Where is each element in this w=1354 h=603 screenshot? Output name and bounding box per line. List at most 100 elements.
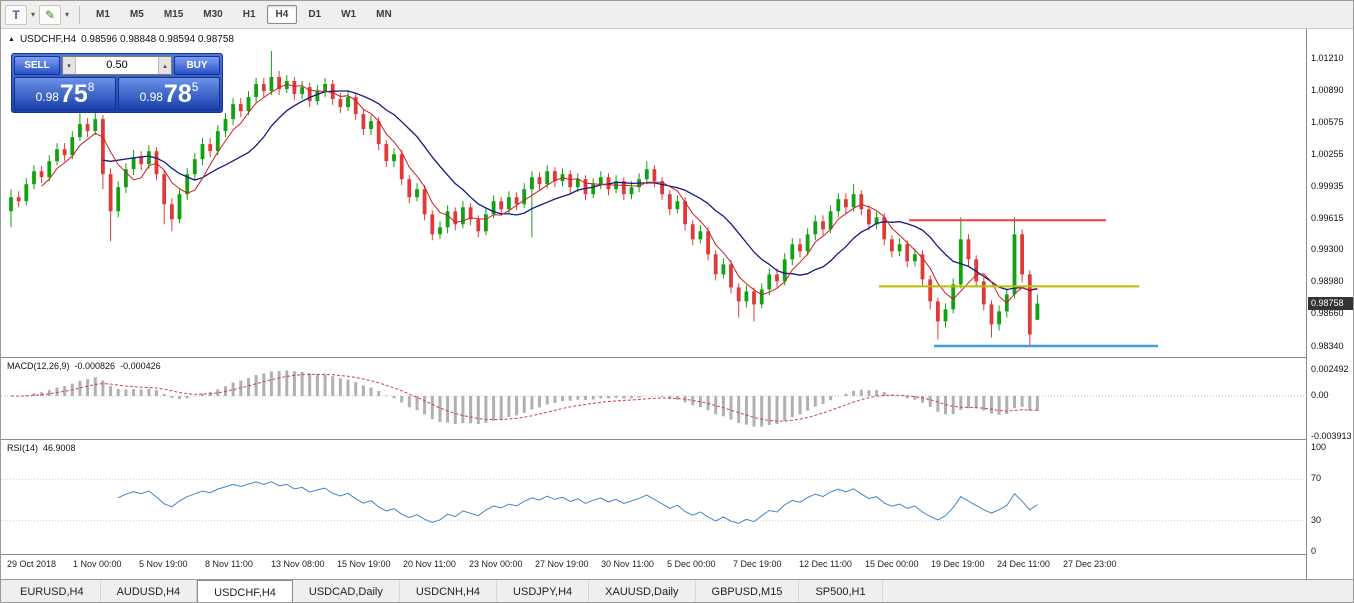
drawing-tools-button[interactable]: ✎ [39, 4, 61, 25]
rsi-pane[interactable]: RSI(14) 46.9008 [1, 439, 1306, 554]
macd-tick: 0.002492 [1311, 364, 1349, 374]
time-axis-label: 1 Nov 00:00 [73, 559, 122, 569]
chart-tab-usdcad-daily[interactable]: USDCAD,Daily [293, 580, 400, 602]
price-tick: 1.01210 [1311, 53, 1344, 63]
buy-price-button[interactable]: 0.98 78 5 [118, 77, 220, 110]
time-axis-label: 5 Dec 00:00 [667, 559, 716, 569]
timeframe-button-mn[interactable]: MN [376, 9, 392, 20]
chart-tab-sp500-h1[interactable]: SP500,H1 [799, 580, 883, 602]
timeframe-toolbar: M1 M5 M15 M30 H1 H4 D1 W1 MN [86, 5, 402, 24]
buy-button[interactable]: BUY [174, 56, 220, 75]
chart-symbol-timeframe: USDCHF,H4 [19, 34, 77, 45]
time-axis-label: 23 Nov 00:00 [469, 559, 523, 569]
timeframe-button-d1[interactable]: D1 [308, 9, 322, 20]
time-axis-label: 27 Nov 19:00 [535, 559, 589, 569]
buy-price-pips: 78 [163, 80, 192, 108]
timeframe-button-h1[interactable]: H1 [242, 9, 256, 20]
chart-area: ▲ USDCHF,H4 0.98596 0.98848 0.98594 0.98… [1, 29, 1353, 579]
time-axis-label: 8 Nov 11:00 [205, 559, 253, 569]
rsi-label: RSI(14) 46.9008 [7, 443, 76, 453]
time-axis-label: 27 Dec 23:00 [1063, 559, 1117, 569]
rsi-tick: 70 [1311, 473, 1322, 484]
macd-signal-value: -0.000426 [120, 361, 161, 371]
caret-down-icon: ▾ [67, 62, 71, 70]
sell-price-button[interactable]: 0.98 75 8 [14, 77, 116, 110]
time-axis-label: 19 Dec 19:00 [931, 559, 985, 569]
price-axis[interactable]: 1.01210 1.00890 1.00575 1.00255 0.99935 0.996… [1306, 29, 1353, 579]
volume-control: ▾ 0.50 ▴ [62, 56, 172, 75]
price-tick: 0.98340 [1311, 340, 1344, 351]
timeframe-button-h4[interactable]: H4 [266, 5, 298, 24]
time-axis-label: 5 Nov 19:00 [139, 559, 188, 569]
toolbar-separator [79, 5, 80, 24]
volume-decrease-button[interactable]: ▾ [63, 57, 76, 74]
time-axis-label: 13 Nov 08:00 [271, 559, 325, 569]
macd-name: MACD(12,26,9) [7, 361, 70, 371]
macd-pane[interactable]: MACD(12,26,9) -0.000826 -0.000426 [1, 357, 1306, 439]
macd-label: MACD(12,26,9) -0.000826 -0.000426 [7, 361, 161, 371]
price-tick: 0.98980 [1311, 276, 1344, 287]
sell-price-base: 0.98 [35, 90, 59, 104]
macd-main-value: -0.000826 [74, 361, 116, 371]
templates-button[interactable]: T [5, 4, 27, 25]
symbol-marker-icon: ▲ [8, 36, 15, 43]
price-tick: 1.00890 [1311, 85, 1344, 96]
sell-button[interactable]: SELL [14, 56, 60, 75]
price-tick: 0.99615 [1311, 212, 1344, 223]
time-axis-label: 12 Dec 11:00 [799, 559, 852, 569]
macd-tick: -0.003913 [1311, 430, 1352, 441]
timeframe-button-m1[interactable]: M1 [96, 9, 110, 20]
rsi-value: 46.9008 [43, 443, 76, 453]
chart-tab-gbpusd-m15[interactable]: GBPUSD,M15 [696, 580, 800, 602]
chart-ohlc-values: 0.98596 0.98848 0.98594 0.98758 [81, 34, 234, 45]
chart-tab-usdchf-h4[interactable]: USDCHF,H4 [197, 580, 293, 602]
time-axis-label: 24 Dec 11:00 [997, 559, 1050, 569]
volume-increase-button[interactable]: ▴ [158, 57, 171, 74]
main-chart-pane[interactable]: ▲ USDCHF,H4 0.98596 0.98848 0.98594 0.98… [1, 29, 1306, 357]
chart-tab-audusd-h4[interactable]: AUDUSD,H4 [101, 580, 198, 602]
time-axis-label: 7 Dec 19:00 [733, 559, 782, 569]
sell-price-pips: 75 [59, 80, 88, 108]
time-axis-label: 30 Nov 11:00 [601, 559, 654, 569]
rsi-canvas[interactable] [1, 440, 1306, 554]
rsi-tick: 30 [1311, 514, 1322, 525]
pencil-icon: ✎ [44, 7, 56, 22]
time-axis[interactable]: 29 Oct 2018 1 Nov 00:00 5 Nov 19:00 8 Nov 1… [1, 554, 1306, 579]
time-axis-label: 15 Dec 00:00 [865, 559, 919, 569]
timeframe-button-m5[interactable]: M5 [129, 9, 144, 20]
timeframe-button-m30[interactable]: M30 [203, 9, 223, 20]
templates-icon: T [12, 7, 20, 22]
price-tick: 0.99300 [1311, 244, 1344, 255]
drawing-tools-dropdown[interactable]: ▾ [61, 5, 73, 25]
time-axis-label: 20 Nov 11:00 [403, 559, 456, 569]
rsi-tick: 100 [1311, 442, 1327, 452]
volume-input[interactable]: 0.50 [106, 59, 128, 71]
buy-price-base: 0.98 [139, 90, 163, 104]
chart-tab-usdcnh-h4[interactable]: USDCNH,H4 [400, 580, 498, 602]
rsi-tick: 0 [1311, 546, 1317, 556]
price-tick: 1.00255 [1311, 148, 1344, 159]
chart-tab-bar: EURUSD,H4 AUDUSD,H4 USDCHF,H4 USDCAD,Daily U… [1, 579, 1353, 602]
macd-canvas[interactable] [1, 358, 1306, 439]
chart-tab-eurusd-h4[interactable]: EURUSD,H4 [4, 580, 101, 602]
templates-dropdown[interactable]: ▾ [27, 5, 39, 25]
main-chart-canvas[interactable] [1, 29, 1306, 357]
macd-tick: 0.00 [1311, 390, 1329, 400]
chart-title: ▲ USDCHF,H4 0.98596 0.98848 0.98594 0.98… [8, 34, 234, 45]
chevron-down-icon: ▾ [30, 10, 35, 19]
timeframe-button-m15[interactable]: M15 [163, 9, 184, 20]
chevron-down-icon: ▾ [64, 10, 69, 19]
time-axis-label: 15 Nov 19:00 [337, 559, 391, 569]
chart-tab-xauusd-daily[interactable]: XAUUSD,Daily [589, 580, 696, 602]
one-click-trading-panel: SELL ▾ 0.50 ▴ BUY 0.98 75 8 0.98 [11, 53, 223, 113]
rsi-name: RSI(14) [7, 443, 39, 453]
sell-price-fraction: 8 [87, 80, 95, 94]
price-tick: 0.98660 [1311, 308, 1344, 319]
current-price-badge: 0.98758 [1308, 296, 1353, 310]
timeframe-button-w1[interactable]: W1 [341, 9, 357, 20]
toolbar: T ▾ ✎ ▾ M1 M5 M15 M30 H1 H4 D1 W1 MN [1, 1, 1353, 29]
price-tick: 0.99935 [1311, 180, 1344, 191]
chart-tab-usdjpy-h4[interactable]: USDJPY,H4 [497, 580, 590, 602]
caret-up-icon: ▴ [163, 62, 167, 70]
